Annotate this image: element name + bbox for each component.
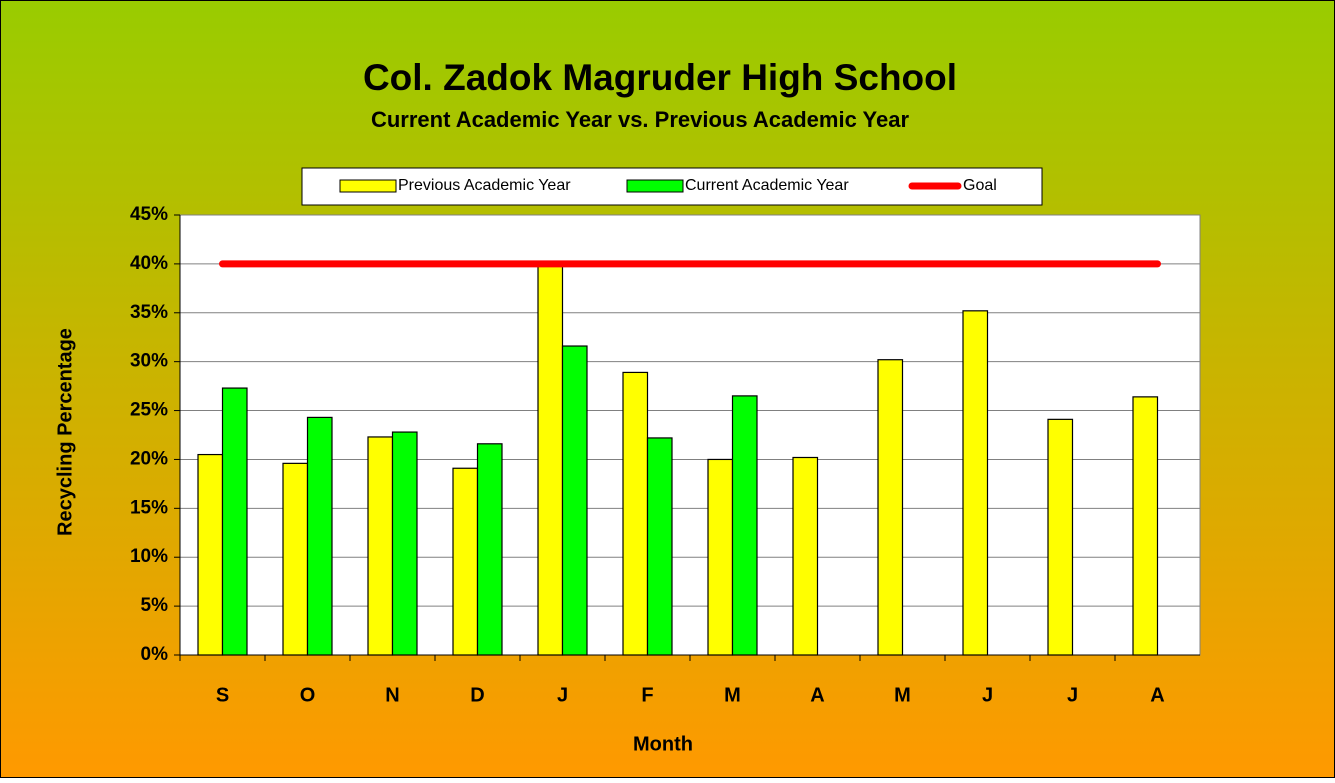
bar bbox=[877, 359, 904, 656]
y-tick-label: 15% bbox=[130, 497, 168, 518]
x-tick-label: S bbox=[216, 684, 229, 706]
bar bbox=[792, 456, 819, 656]
y-tick-label: 5% bbox=[141, 595, 169, 616]
x-tick-label: D bbox=[470, 684, 484, 706]
bar bbox=[221, 387, 248, 656]
y-tick-label: 35% bbox=[130, 302, 168, 323]
x-tick-label: N bbox=[385, 684, 399, 706]
bar bbox=[452, 467, 479, 656]
bar bbox=[282, 462, 309, 656]
bar bbox=[391, 431, 418, 656]
x-tick-label: J bbox=[1067, 684, 1078, 706]
bar bbox=[707, 458, 734, 656]
bar bbox=[537, 263, 564, 656]
legend-label: Previous Academic Year bbox=[398, 177, 571, 194]
y-tick-label: 25% bbox=[130, 400, 168, 421]
bar bbox=[646, 437, 673, 656]
bar bbox=[731, 395, 758, 656]
y-tick-label: 20% bbox=[130, 448, 168, 469]
legend-swatch bbox=[339, 179, 397, 193]
bar bbox=[561, 345, 588, 656]
legend-label: Current Academic Year bbox=[685, 177, 849, 194]
y-tick-label: 30% bbox=[130, 351, 168, 372]
x-tick-label: A bbox=[1150, 684, 1164, 706]
y-tick-label: 10% bbox=[130, 546, 168, 567]
x-tick-label: J bbox=[982, 684, 993, 706]
chart-subtitle: Current Academic Year vs. Previous Acade… bbox=[371, 107, 910, 132]
x-tick-label: O bbox=[300, 684, 316, 706]
x-axis-label: Month bbox=[633, 733, 693, 755]
x-tick-label: F bbox=[641, 684, 653, 706]
legend-swatch bbox=[626, 179, 684, 193]
legend-label: Goal bbox=[963, 177, 997, 194]
bar bbox=[306, 416, 333, 656]
bar bbox=[476, 443, 503, 656]
bar bbox=[962, 310, 989, 656]
y-tick-label: 0% bbox=[141, 644, 169, 665]
y-axis-label: Recycling Percentage bbox=[54, 328, 76, 536]
bar bbox=[1047, 418, 1074, 656]
y-tick-label: 45% bbox=[130, 204, 168, 225]
x-tick-label: M bbox=[894, 684, 911, 706]
bar bbox=[197, 453, 224, 656]
plot-area bbox=[179, 214, 1201, 656]
x-tick-label: A bbox=[810, 684, 824, 706]
y-tick-label: 40% bbox=[130, 253, 168, 274]
chart-title: Col. Zadok Magruder High School bbox=[363, 57, 957, 98]
x-tick-label: M bbox=[724, 684, 741, 706]
bar bbox=[367, 436, 394, 656]
bar bbox=[1132, 396, 1159, 656]
x-tick-label: J bbox=[557, 684, 568, 706]
bar bbox=[622, 371, 649, 656]
